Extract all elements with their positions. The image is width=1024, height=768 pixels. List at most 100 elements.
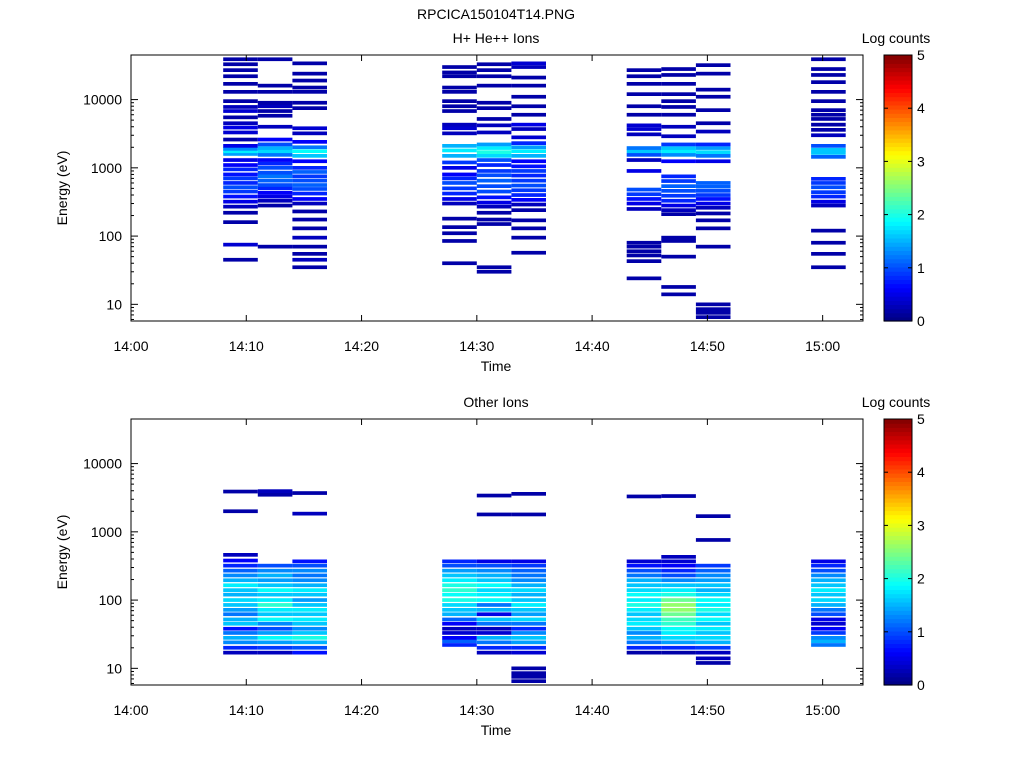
heatmap-cell [223, 489, 258, 494]
heatmap-cell [661, 159, 696, 164]
heatmap-cell [223, 626, 258, 631]
heatmap-cell [626, 592, 662, 597]
heatmap-cell [442, 90, 477, 94]
figure-title: RPCICA150104T14.PNG [417, 6, 575, 22]
heatmap-cell [626, 617, 662, 622]
heatmap-cell [626, 169, 662, 173]
heatmap-cell [661, 583, 696, 588]
heatmap-cell [442, 65, 477, 69]
heatmap-cell [511, 573, 546, 578]
heatmap-cell [292, 149, 327, 154]
heatmap-cell [811, 617, 846, 622]
heatmap-cell [442, 568, 477, 573]
heatmap-cells [223, 57, 846, 319]
heatmap-cell [442, 172, 477, 177]
heatmap-cell [223, 109, 258, 113]
heatmap-cell [223, 640, 258, 645]
heatmap-cell [511, 617, 546, 622]
heatmap-cell [223, 645, 258, 650]
heatmap-cell [257, 109, 293, 113]
heatmap-cell [811, 108, 846, 112]
heatmap-cell [292, 166, 327, 170]
heatmap-cell [442, 176, 477, 181]
heatmap-cell [695, 211, 731, 216]
heatmap-cell [511, 235, 546, 240]
x-tick-label: 14:30 [459, 338, 494, 354]
heatmap-cell [626, 650, 662, 655]
heatmap-cell [292, 187, 327, 191]
heatmap-cell [661, 193, 696, 198]
heatmap-cell [695, 514, 731, 518]
heatmap-cell [292, 131, 327, 136]
heatmap-cell [476, 100, 512, 105]
heatmap-cell [476, 150, 512, 154]
heatmap-cell [661, 105, 696, 109]
x-tick-label: 14:50 [690, 702, 725, 718]
heatmap-cell [223, 553, 258, 557]
colorbar-tick-label: 5 [917, 47, 925, 63]
heatmap-cell [626, 249, 662, 254]
heatmap-cell [442, 598, 477, 602]
x-tick-label: 14:40 [575, 338, 610, 354]
heatmap-cell [695, 598, 731, 602]
heatmap-cell [476, 493, 512, 498]
heatmap-cell [257, 244, 293, 249]
heatmap-cell [661, 99, 696, 103]
heatmap-cell [626, 636, 662, 640]
heatmap-cell [695, 205, 731, 210]
heatmap-cell [695, 645, 731, 650]
heatmap-cell [476, 178, 512, 183]
heatmap-cell [442, 99, 477, 103]
heatmap-cell [476, 106, 512, 110]
heatmap-cell [626, 598, 662, 602]
heatmap-cell [476, 123, 512, 128]
heatmap-cell [442, 612, 477, 617]
heatmap-cell [257, 568, 293, 573]
heatmap-cell [811, 631, 846, 635]
heatmap-cell [442, 636, 477, 640]
heatmap-cell [695, 617, 731, 622]
heatmap-cell [626, 603, 662, 607]
heatmap-cell [626, 74, 662, 79]
heatmap-cell [257, 636, 293, 640]
colorbar-tick-label: 4 [917, 100, 925, 116]
heatmap-cell [257, 578, 293, 583]
heatmap-cell [695, 583, 731, 588]
heatmap-cell [223, 257, 258, 262]
heatmap-cell [292, 573, 327, 578]
y-tick-label: 10000 [83, 92, 122, 108]
heatmap-cell [661, 568, 696, 573]
heatmap-cell [811, 181, 846, 185]
heatmap-cell [257, 170, 293, 175]
colorbar-tick-label: 2 [917, 207, 925, 223]
heatmap-cell [695, 226, 731, 231]
x-tick-label: 15:00 [805, 702, 840, 718]
heatmap-cell [626, 104, 662, 109]
colorbar-tick-label: 4 [917, 464, 925, 480]
heatmap-cell [811, 117, 846, 121]
x-tick-label: 14:20 [344, 702, 379, 718]
heatmap-cell [292, 608, 327, 612]
panel-h-he-ions: H+ He++ Ions Log counts Time Energy (eV)… [54, 30, 930, 374]
heatmap-cell [223, 176, 258, 181]
heatmap-cell [695, 603, 731, 607]
heatmap-cell [695, 626, 731, 631]
heatmap-cell [626, 608, 662, 612]
heatmap-cell [223, 204, 258, 209]
heatmap-cell [476, 626, 512, 631]
heatmap-cell [661, 149, 696, 154]
heatmap-cell [511, 75, 546, 80]
heatmap-cell [476, 146, 512, 150]
heatmap-cell [442, 225, 477, 229]
heatmap-cell [661, 559, 696, 564]
heatmap-cell [257, 198, 293, 203]
heatmap-cell [476, 640, 512, 645]
heatmap-cell [442, 631, 477, 635]
heatmap-cell [257, 142, 293, 147]
heatmap-cell [695, 650, 731, 655]
heatmap-cell [695, 640, 731, 645]
heatmap-cell [257, 178, 293, 183]
heatmap-cell [811, 573, 846, 578]
x-tick-label: 14:10 [229, 338, 264, 354]
heatmap-cell [811, 559, 846, 564]
